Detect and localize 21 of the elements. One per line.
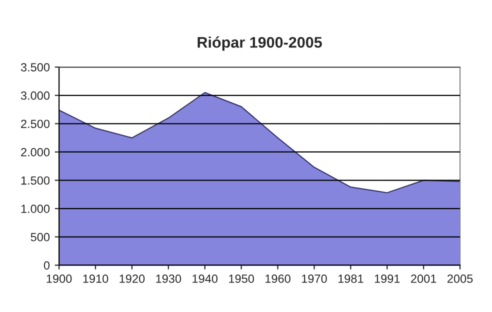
y-tick-label: 3.000 [20, 91, 50, 100]
y-tick-label: 2.500 [21, 120, 50, 128]
y-tick-label: 500 [30, 232, 50, 242]
y-tick-label: 2.000 [21, 148, 50, 156]
x-tick-label: 2001 [411, 274, 436, 283]
x-tick-label: 1920 [120, 274, 145, 283]
x-tick-label: 1950 [229, 274, 254, 283]
chart-title: Riópar 1900-2005 [198, 36, 322, 51]
x-tick-label: 1981 [338, 274, 364, 283]
x-tick-label: 1940 [192, 274, 218, 283]
x-tick-label: 2005 [447, 274, 473, 283]
y-tick-label: 1.500 [21, 176, 50, 185]
y-tick-label: 3.500 [20, 63, 50, 72]
x-tick-label: 1970 [302, 274, 327, 283]
x-tick-label: 1900 [46, 274, 72, 283]
x-tick-label: 1910 [83, 274, 108, 283]
y-tick-label: 0 [44, 261, 50, 270]
x-tick-label: 1991 [374, 274, 400, 283]
x-tick-label: 1960 [266, 274, 290, 283]
x-tick-label: 1930 [156, 274, 182, 283]
y-tick-label: 1.000 [21, 204, 50, 213]
